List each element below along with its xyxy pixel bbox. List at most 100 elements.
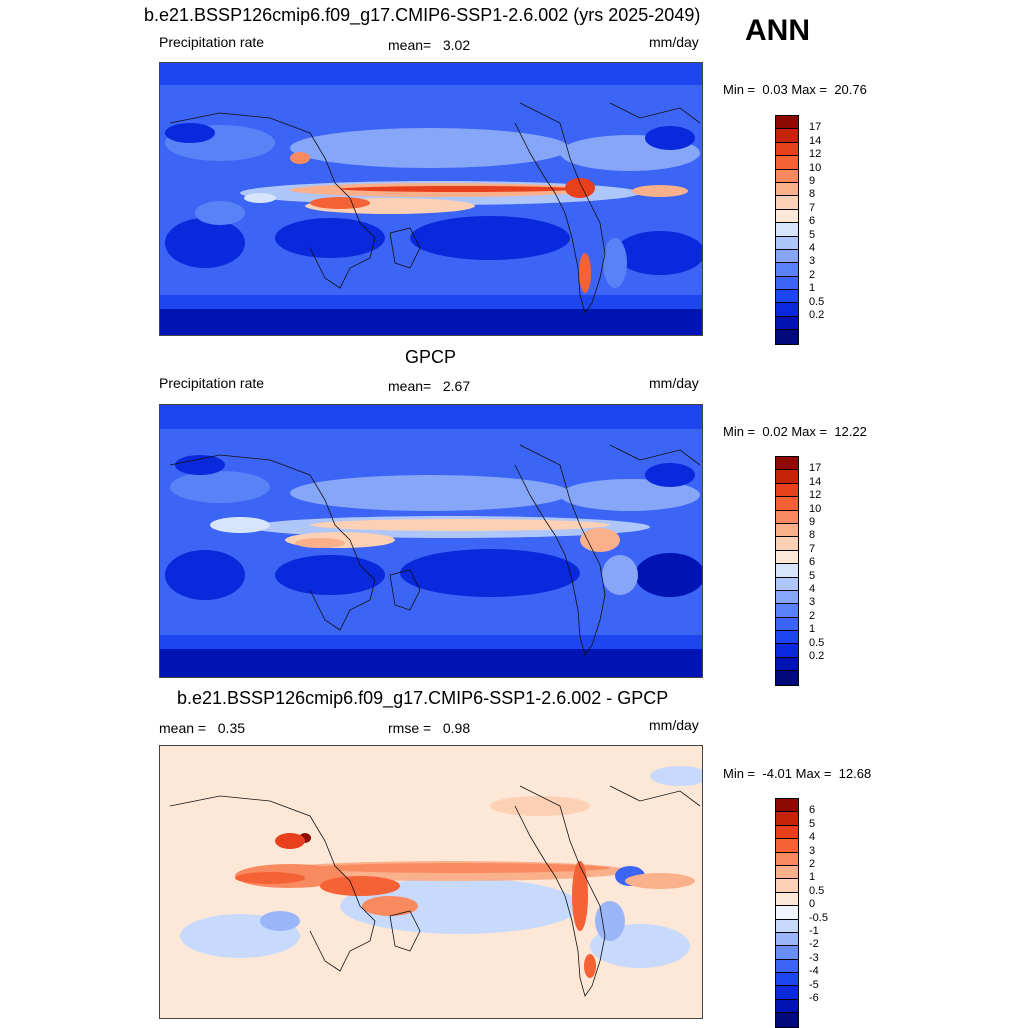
panel3-colorbar-tick-label: -3 bbox=[809, 951, 819, 964]
panel1-min-value: 0.03 bbox=[762, 82, 788, 97]
panel2-colorbar-tick-label: 5 bbox=[809, 569, 816, 582]
panel1-variable-label: Precipitation rate bbox=[159, 34, 265, 50]
panel1-colorbar-tick-label: 8 bbox=[809, 188, 816, 201]
panel1-colorbar-tick-label: 17 bbox=[809, 121, 822, 134]
panel3-colorbar-tick-label: 1 bbox=[809, 871, 816, 884]
season-label: ANN bbox=[745, 14, 810, 47]
panel3-title: b.e21.BSSP126cmip6.f09_g17.CMIP6-SSP1-2.… bbox=[177, 688, 669, 708]
panel3-colorbar-swatch bbox=[776, 879, 798, 893]
panel3-min-value: -4.01 bbox=[762, 766, 793, 781]
panel3-colorbar-swatch bbox=[776, 973, 798, 987]
panel2-colorbar-swatch bbox=[776, 577, 798, 591]
panel1-colorbar-swatch bbox=[776, 142, 798, 157]
panel3-colorbar-tick-label: 6 bbox=[809, 804, 816, 817]
panel3-colorbar-tick-label: -1 bbox=[809, 925, 819, 937]
panel3-colorbar-tick-label: 3 bbox=[809, 844, 816, 857]
panel1-colorbar-swatch bbox=[776, 290, 798, 304]
panel3-min-max: Min = -4.01 Max = 12.68 bbox=[723, 766, 872, 781]
panel3-colorbar-swatch bbox=[776, 839, 798, 853]
panel2-units: mm/day bbox=[649, 375, 699, 391]
panel3-colorbar-tick-label: 0 bbox=[809, 898, 816, 911]
panel2-colorbar-tick-label: 6 bbox=[809, 556, 816, 569]
panel2-colorbar-swatch bbox=[776, 631, 798, 645]
panel3-colorbar-swatch bbox=[776, 906, 798, 920]
panel1-colorbar-swatch bbox=[776, 303, 798, 317]
panel3-colorbar-swatch bbox=[776, 932, 798, 947]
panel1-max-value: 20.76 bbox=[834, 82, 867, 97]
panel3-colorbar bbox=[775, 798, 799, 1028]
panel3-colorbar-tick-label: -4 bbox=[809, 965, 819, 978]
panel2-colorbar-tick-label: 10 bbox=[809, 502, 822, 515]
panel2-colorbar-tick-label: 0.2 bbox=[809, 650, 825, 662]
panel1-colorbar-swatch bbox=[776, 236, 798, 250]
panel3-colorbar-tick-label: 5 bbox=[809, 817, 816, 830]
panel1-colorbar-tick-label: 14 bbox=[809, 134, 822, 147]
panel2-max-value: 12.22 bbox=[834, 424, 867, 439]
panel3-colorbar-tick-label: -2 bbox=[809, 938, 819, 951]
panel2-colorbar-swatch bbox=[776, 644, 798, 658]
panel1-map bbox=[159, 62, 703, 336]
panel3-colorbar-tick-label: -0.5 bbox=[809, 911, 828, 924]
panel1-colorbar-tick-label: 10 bbox=[809, 161, 822, 174]
panel2-colorbar-tick-label: 12 bbox=[809, 489, 822, 502]
panel2-colorbar-swatch bbox=[776, 523, 798, 538]
panel2-colorbar bbox=[775, 456, 799, 686]
panel3-colorbar-tick-label: -6 bbox=[809, 992, 819, 1004]
panel2-colorbar-swatch bbox=[776, 483, 798, 498]
panel2-colorbar-swatch bbox=[776, 564, 798, 578]
panel1-colorbar-tick-label: 0.2 bbox=[809, 309, 825, 321]
panel3-colorbar-swatch bbox=[776, 892, 798, 907]
panel2-colorbar-swatch bbox=[776, 590, 798, 605]
panel2-colorbar-tick-label: 7 bbox=[809, 542, 816, 555]
panel3-colorbar-tick-label: 4 bbox=[809, 831, 816, 844]
panel3-mean-value: 0.35 bbox=[217, 720, 246, 736]
panel1-colorbar-tick-label: 4 bbox=[809, 242, 816, 254]
panel1-colorbar-tick-label: 12 bbox=[809, 148, 822, 161]
panel3-rmse-value: 0.98 bbox=[442, 720, 471, 736]
panel2-colorbar-tick-label: 8 bbox=[809, 529, 816, 542]
panel2-map bbox=[159, 404, 703, 678]
panel2-variable-label: Precipitation rate bbox=[159, 375, 265, 391]
panel2-colorbar-swatch bbox=[776, 657, 798, 672]
panel3-colorbar-swatch bbox=[776, 865, 798, 880]
panel2-colorbar-tick-label: 9 bbox=[809, 516, 816, 528]
panel3-colorbar-swatch bbox=[776, 825, 798, 840]
panel1-mean-label: mean= 3.02 bbox=[388, 37, 471, 53]
panel2-colorbar-swatch bbox=[776, 457, 798, 471]
panel1-colorbar-tick-label: 5 bbox=[809, 228, 816, 241]
panel1-colorbar-tick-label: 6 bbox=[809, 215, 816, 228]
panel2-colorbar-swatch bbox=[776, 510, 798, 524]
panel2-colorbar-tick-label: 17 bbox=[809, 462, 822, 475]
panel2-colorbar-swatch bbox=[776, 497, 798, 511]
panel3-colorbar-swatch bbox=[776, 959, 798, 974]
panel2-min-value: 0.02 bbox=[762, 424, 788, 439]
panel3-colorbar-swatch bbox=[776, 946, 798, 960]
panel3-max-value: 12.68 bbox=[838, 766, 872, 781]
panel1-colorbar-tick-label: 3 bbox=[809, 255, 816, 268]
panel1-colorbar-swatch bbox=[776, 209, 798, 224]
panel1-colorbar-tick-label: 1 bbox=[809, 282, 816, 295]
panel3-colorbar-swatch bbox=[776, 986, 798, 1000]
panel3-rmse-label: rmse = 0.98 bbox=[388, 720, 471, 736]
panel3-colorbar-swatch bbox=[776, 1013, 798, 1027]
panel2-colorbar-tick-label: 1 bbox=[809, 623, 816, 636]
panel1-colorbar-tick-label: 9 bbox=[809, 175, 816, 187]
panel1-colorbar-swatch bbox=[776, 169, 798, 183]
panel2-colorbar-swatch bbox=[776, 470, 798, 484]
panel3-colorbar-tick-label: 0.5 bbox=[809, 884, 825, 897]
panel1-colorbar bbox=[775, 115, 799, 345]
panel2-precip-field bbox=[160, 405, 702, 677]
panel1-colorbar-swatch bbox=[776, 316, 798, 331]
panel1-precip-field bbox=[160, 63, 702, 335]
panel1-colorbar-tick-label: 7 bbox=[809, 201, 816, 214]
panel3-mean-label: mean = 0.35 bbox=[159, 720, 246, 736]
panel3-difference-field bbox=[160, 746, 702, 1018]
panel1-title: b.e21.BSSP126cmip6.f09_g17.CMIP6-SSP1-2.… bbox=[144, 5, 701, 25]
panel1-colorbar-swatch bbox=[776, 249, 798, 264]
panel1-colorbar-swatch bbox=[776, 116, 798, 130]
panel1-colorbar-tick-label: 0.5 bbox=[809, 295, 825, 308]
panel2-colorbar-tick-label: 3 bbox=[809, 596, 816, 609]
panel2-colorbar-swatch bbox=[776, 671, 798, 685]
panel3-colorbar-tick-label: -5 bbox=[809, 978, 819, 991]
panel2-min-max: Min = 0.02 Max = 12.22 bbox=[723, 424, 867, 439]
